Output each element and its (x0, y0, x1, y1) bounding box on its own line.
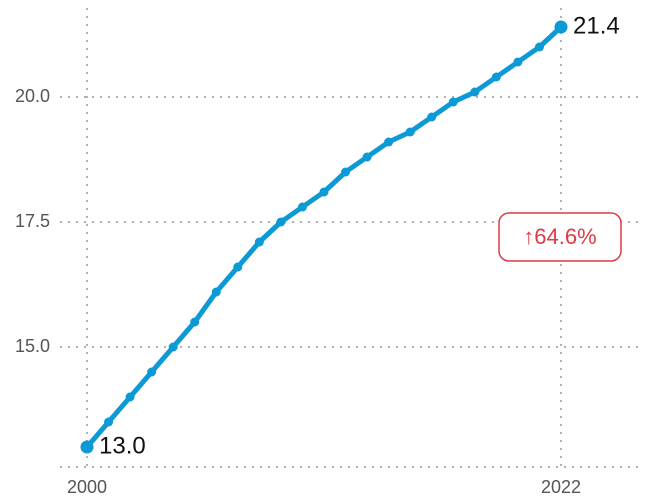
series-line (85, 25, 563, 449)
x-tick-label: 2022 (541, 477, 581, 497)
data-point (104, 417, 114, 427)
data-point (147, 367, 157, 377)
data-point (254, 237, 264, 247)
data-label: 13.0 (99, 432, 146, 459)
data-point (276, 217, 286, 227)
data-point (319, 187, 329, 197)
data-point (491, 72, 501, 82)
data-point (470, 87, 480, 97)
data-point (190, 317, 200, 327)
data-point (513, 57, 523, 67)
data-label: 21.4 (573, 12, 620, 39)
y-tick-label: 17.5 (15, 211, 50, 231)
data-point (448, 97, 458, 107)
data-point (125, 392, 135, 402)
annotation: ↑64.6% (523, 224, 596, 249)
data-point (384, 137, 394, 147)
y-tick-label: 20.0 (15, 86, 50, 106)
data-point (427, 112, 437, 122)
data-point (341, 167, 351, 177)
annotation-box (498, 212, 622, 262)
data-point (211, 287, 221, 297)
data-point (405, 127, 415, 137)
data-point (362, 152, 372, 162)
data-point (80, 440, 94, 454)
data-point (233, 262, 243, 272)
data-point (554, 20, 568, 34)
data-point (297, 202, 307, 212)
data-point (168, 342, 178, 352)
x-tick-label: 2000 (67, 477, 107, 497)
y-tick-label: 15.0 (15, 336, 50, 356)
data-point (534, 42, 544, 52)
